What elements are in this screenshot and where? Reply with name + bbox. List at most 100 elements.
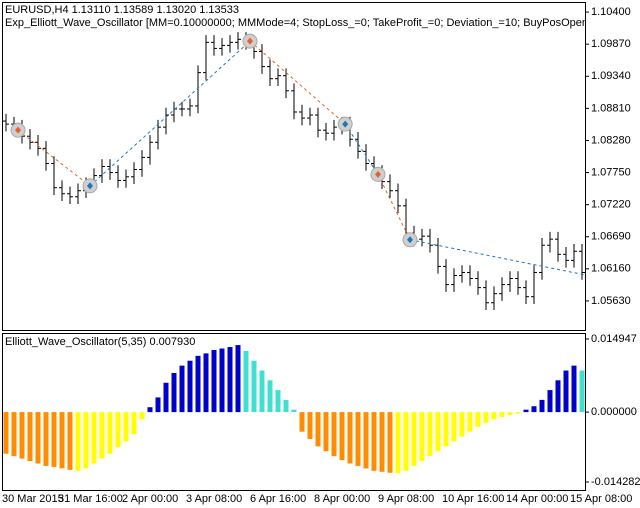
y-tick-label: 1.05630 (591, 295, 631, 307)
histogram-bar (539, 399, 545, 413)
histogram-bar (299, 412, 305, 432)
x-tick-label: 10 Apr 16:00 (442, 493, 504, 505)
histogram-bar (67, 412, 73, 470)
x-tick-label: 2 Apr 00:00 (122, 493, 178, 505)
histogram-bar (251, 360, 257, 413)
histogram-bar (563, 370, 569, 413)
histogram-bar (331, 412, 337, 457)
chart-title: EURUSD,H4 1.13110 1.13589 1.13020 1.1353… (5, 4, 239, 16)
histogram-bar (283, 399, 289, 413)
y-tick-label: 1.09870 (591, 38, 631, 50)
histogram-bar (571, 365, 577, 413)
histogram-bar (547, 390, 553, 413)
histogram-bar (227, 347, 233, 413)
histogram-bar (83, 412, 89, 469)
histogram-bar (51, 412, 57, 467)
histogram-bar (523, 409, 529, 413)
histogram-bar (427, 412, 433, 457)
histogram-bar (243, 350, 249, 413)
indicator-title: Elliott_Wave_Oscillator(5,35) 0.007930 (5, 336, 195, 348)
oscillator-panel: Elliott_Wave_Oscillator(5,35) 0.007930 (3, 336, 585, 474)
trade-marker-arrow (342, 120, 349, 128)
histogram-bar (499, 412, 505, 418)
histogram-bar (123, 412, 129, 442)
histogram-bar (459, 412, 465, 437)
y-tick-label: 0.014947 (591, 333, 637, 345)
trade-marker-arrow (15, 126, 21, 134)
y-tick-label: 0.000000 (591, 406, 637, 418)
histogram-bar (267, 380, 273, 413)
histogram-bar (339, 412, 345, 461)
expert-parameters: Exp_Elliott_Wave_Oscillator [MM=0.100000… (5, 17, 640, 29)
histogram-bar (43, 412, 49, 466)
histogram-bar (155, 397, 161, 413)
zigzag-segment (377, 174, 411, 240)
x-tick-label: 8 Apr 00:00 (314, 493, 370, 505)
y-tick-label: 1.09340 (591, 70, 631, 82)
zigzag-segment (344, 123, 379, 175)
histogram-bar (395, 412, 401, 474)
histogram-bar (259, 370, 265, 413)
histogram-bar (419, 412, 425, 462)
histogram-bar (323, 412, 329, 452)
x-tick-label: 3 Apr 08:00 (186, 493, 242, 505)
y-tick-label: 1.06690 (591, 231, 631, 243)
y-tick-label: 1.08810 (591, 102, 631, 114)
histogram-bar (179, 365, 185, 413)
histogram-bar (435, 412, 441, 452)
histogram-bar (35, 412, 41, 464)
histogram-bar (491, 412, 497, 420)
x-tick-label: 14 Apr 00:00 (506, 493, 568, 505)
y-tick-label: 1.07750 (591, 166, 631, 178)
histogram-bar (195, 355, 201, 413)
histogram-bar (219, 348, 225, 413)
histogram-bar (11, 412, 17, 457)
histogram-bar (483, 412, 489, 423)
histogram-bar (3, 412, 9, 454)
histogram-bar (235, 345, 241, 413)
histogram-bar (163, 382, 169, 413)
histogram-bar (507, 412, 513, 416)
histogram-bar (379, 412, 385, 472)
x-tick-label: 31 Mar 16:00 (58, 493, 123, 505)
price-panel-frame (2, 2, 586, 331)
x-tick-label: 9 Apr 08:00 (378, 493, 434, 505)
x-tick-label: 6 Apr 16:00 (250, 493, 306, 505)
histogram-bar (307, 412, 313, 440)
histogram-bar (531, 406, 537, 413)
histogram-bar (443, 412, 449, 447)
x-tick-label: 30 Mar 2015 (2, 493, 64, 505)
histogram-bar (347, 412, 353, 464)
histogram-bar (275, 390, 281, 413)
histogram-bar (315, 412, 321, 447)
x-tick-label: 15 Apr 08:00 (570, 493, 632, 505)
y-tick-label: 1.10400 (591, 6, 631, 18)
histogram-bar (371, 412, 377, 471)
y-tick-label: 1.08280 (591, 134, 631, 146)
trade-marker-arrow (407, 236, 413, 244)
histogram-bar (91, 412, 97, 464)
histogram-bar (515, 412, 521, 414)
price-panel: EURUSD,H4 1.13110 1.13589 1.13020 1.1353… (3, 4, 640, 311)
histogram-bar (475, 412, 481, 427)
histogram-bar (411, 412, 417, 466)
histogram-bar (555, 380, 561, 413)
histogram-bar (211, 349, 217, 413)
histogram-bar (291, 409, 297, 413)
y-tick-label: -0.014282 (591, 476, 640, 488)
histogram-bar (107, 412, 113, 454)
histogram-bar (187, 360, 193, 413)
histogram-bar (403, 412, 409, 471)
histogram-bar (171, 372, 177, 413)
histogram-bar (451, 412, 457, 442)
histogram-bar (387, 412, 393, 473)
histogram-bar (59, 412, 65, 469)
y-tick-label: 1.06160 (591, 263, 631, 275)
histogram-bar (19, 412, 25, 459)
histogram-bar (579, 370, 585, 413)
histogram-bar (139, 412, 145, 420)
axes: 1.10400 1.09870 1.09340 1.08810 1.08280 1.077… (2, 6, 640, 505)
histogram-bar (203, 353, 209, 413)
histogram-bar (147, 407, 153, 413)
